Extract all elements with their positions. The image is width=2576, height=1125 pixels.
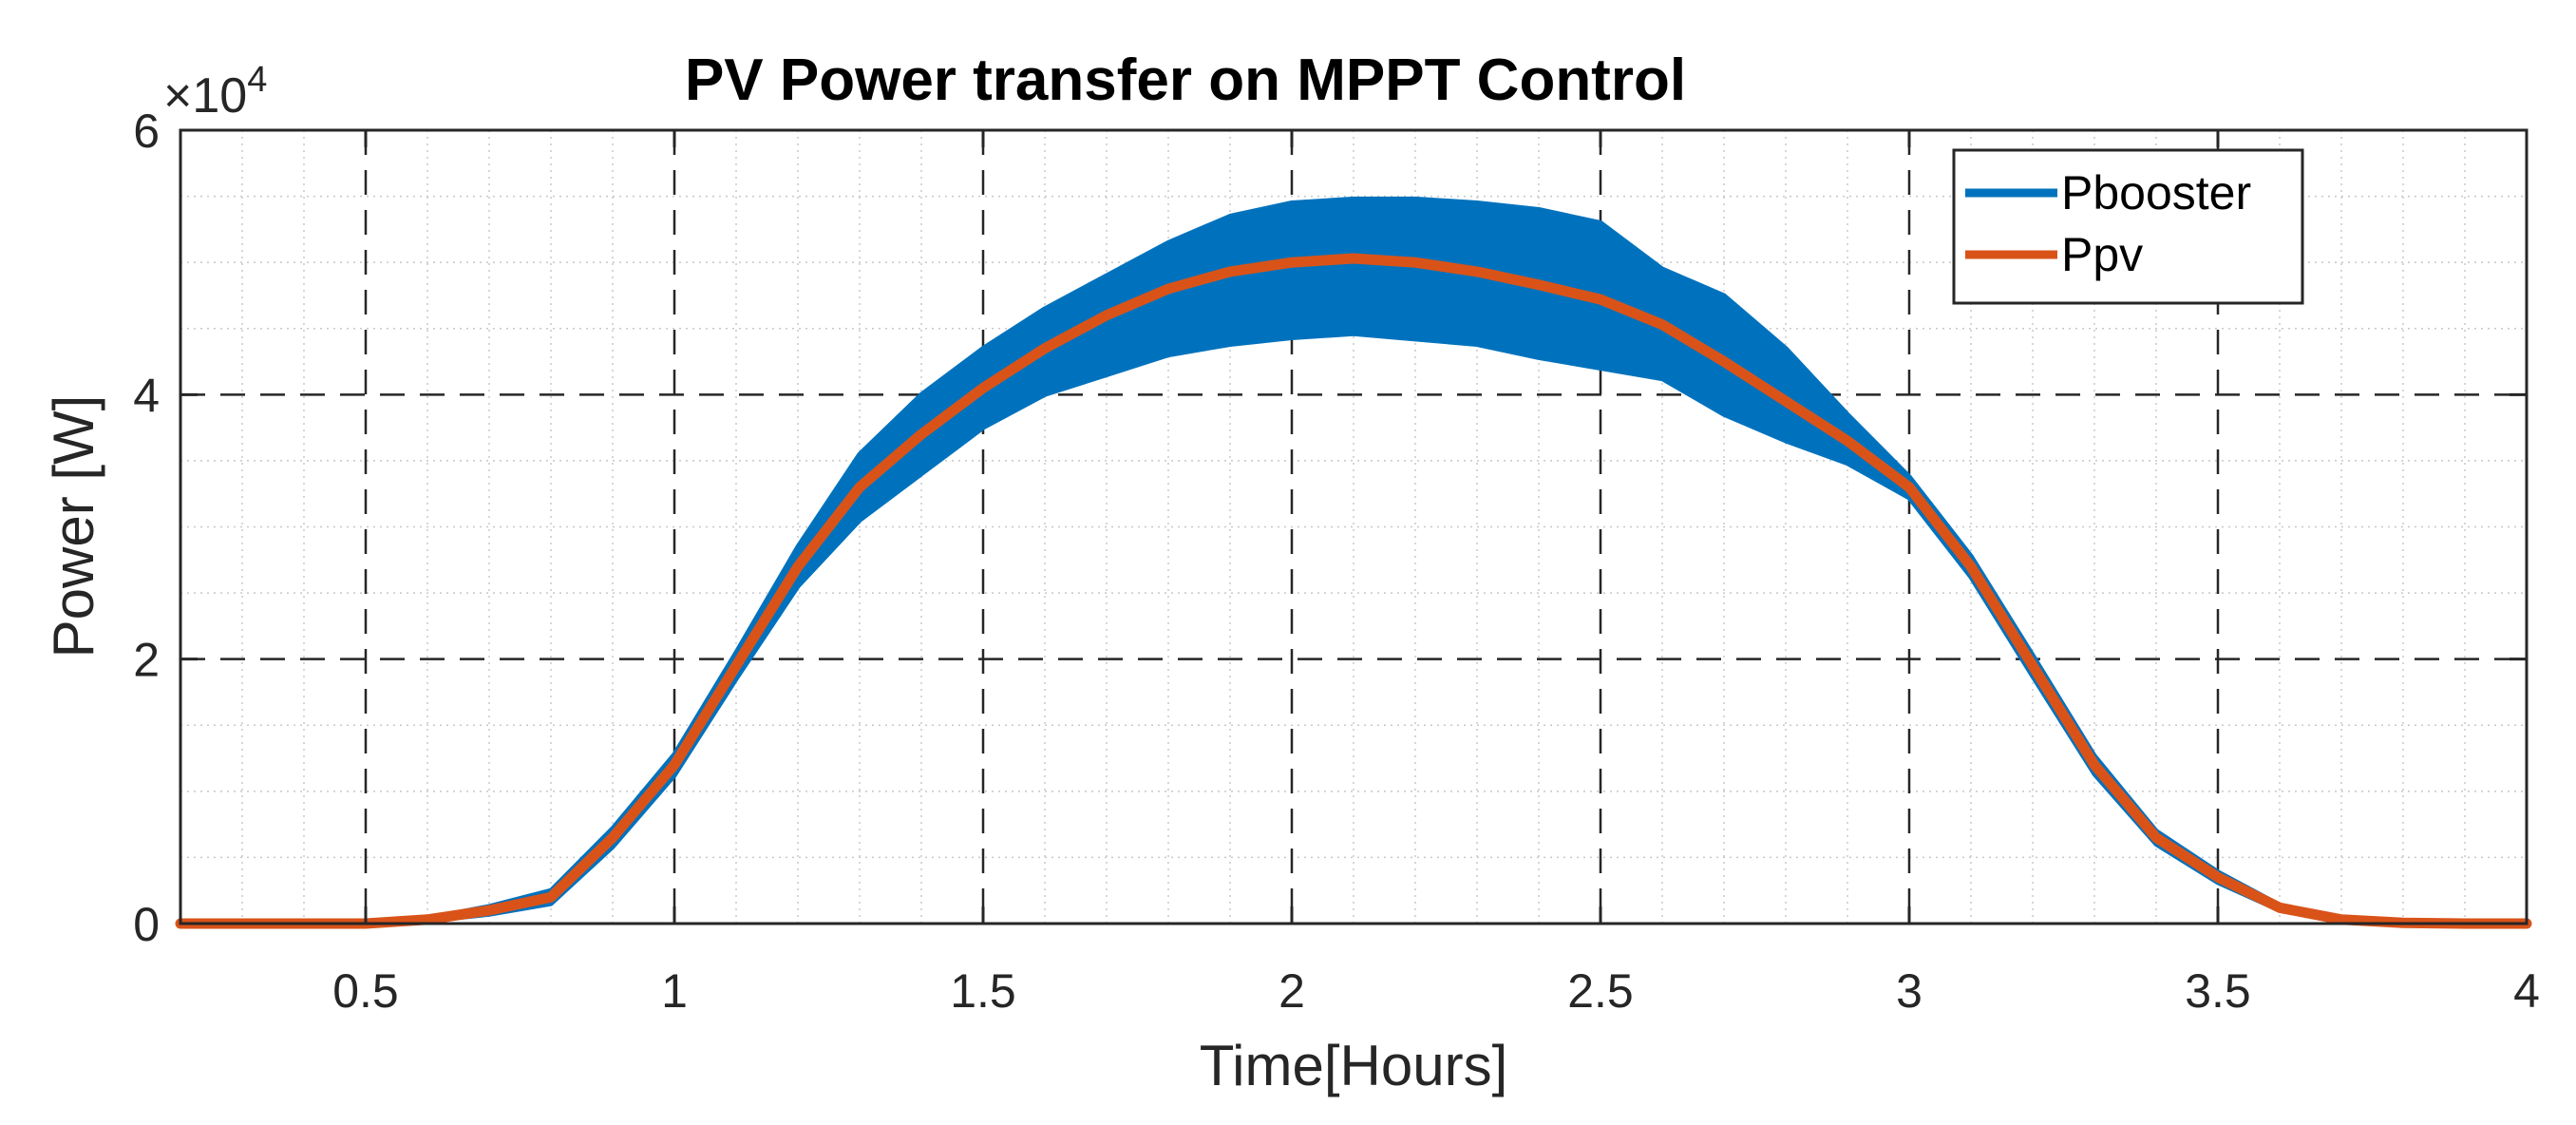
- plot-frame: [179, 128, 2529, 925]
- y-tick-label: 6: [133, 105, 160, 158]
- y-exponent-base: ×10: [163, 68, 247, 124]
- y-tick-label: 4: [133, 369, 160, 422]
- chart-title: PV Power transfer on MPPT Control: [685, 48, 1686, 113]
- x-axis-label: Time[Hours]: [1200, 1034, 1508, 1097]
- x-tick-label: 1: [661, 964, 688, 1018]
- x-tick-label: 2.5: [1567, 964, 1634, 1018]
- y-exponent-label: ×104: [163, 60, 267, 124]
- x-tick-label: 3.5: [2185, 964, 2251, 1018]
- y-tick-label: 2: [133, 634, 160, 687]
- y-exponent-power: 4: [247, 60, 267, 100]
- legend-label-pbooster: Pbooster: [2061, 166, 2251, 219]
- y-axis-label: Power [W]: [42, 395, 105, 658]
- series-ppv-line: [175, 253, 2532, 929]
- x-axis-ticks: 0.5 1 1.5 2 2.5 3 3.5 4: [332, 130, 2540, 1018]
- x-tick-label: 2: [1279, 964, 1305, 1018]
- legend: Pbooster Ppv: [1952, 148, 2304, 305]
- series-pbooster-band: [178, 196, 2529, 926]
- x-tick-label: 1.5: [950, 964, 1016, 1018]
- series-layer: [175, 196, 2532, 929]
- x-tick-label: 4: [2513, 964, 2540, 1018]
- legend-label-ppv: Ppv: [2061, 228, 2143, 281]
- x-tick-label: 3: [1896, 964, 1923, 1018]
- y-axis-ticks: 0 2 4 6: [133, 105, 2527, 951]
- y-tick-label: 0: [133, 898, 160, 951]
- x-tick-label: 0.5: [332, 964, 399, 1018]
- legend-box: [1952, 148, 2304, 305]
